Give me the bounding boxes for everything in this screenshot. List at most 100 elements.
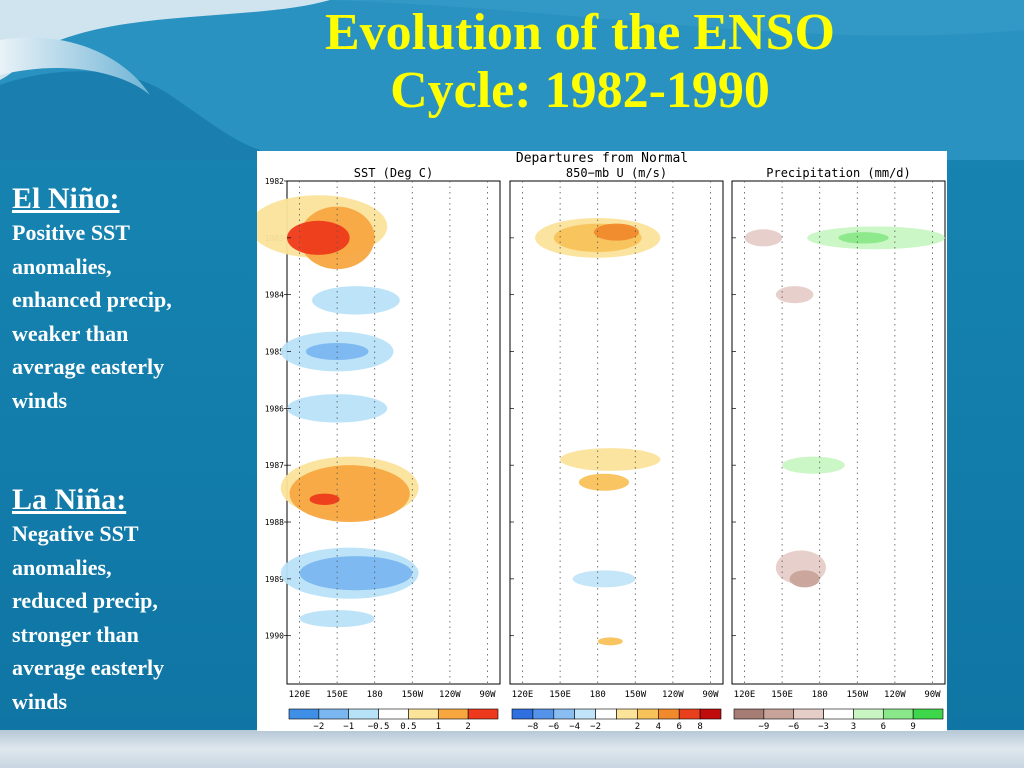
colorbar-swatch <box>678 708 701 720</box>
el-nino-line: winds <box>12 387 68 413</box>
lon-label: 120W <box>662 690 684 700</box>
colorbar-label: −4 <box>569 722 580 731</box>
anomaly-region <box>782 456 845 474</box>
anomaly-region <box>597 637 623 646</box>
colorbar-swatch <box>616 708 638 720</box>
colorbar-label: 3 <box>851 722 856 731</box>
colorbar-swatch <box>912 708 944 720</box>
anomaly-region <box>838 232 889 244</box>
lon-label: 180 <box>812 690 828 700</box>
colorbar-swatch <box>657 708 680 720</box>
el-nino-line: average easterly <box>12 354 165 379</box>
colorbar-swatch <box>318 708 350 720</box>
anomaly-region <box>560 448 661 471</box>
colorbar-swatch <box>574 708 596 720</box>
colorbar-label: 6 <box>676 722 681 731</box>
anomaly-region <box>287 394 388 423</box>
title-line-1: Evolution of the ENSO <box>325 4 835 61</box>
panel-sst: SST (Deg C) 120E 150E 180 150W 120W 90W −2 −1 −0.… <box>257 166 501 731</box>
lon-label: 150E <box>771 690 793 700</box>
colorbar-swatch <box>793 708 824 720</box>
year-label: 1986 <box>265 404 284 413</box>
colorbar-label: −2 <box>590 722 601 731</box>
panel-title: SST (Deg C) <box>354 166 433 180</box>
colorbar-label: −6 <box>788 722 799 731</box>
la-nina-line: anomalies, <box>12 554 112 580</box>
el-nino-line: Positive SST <box>12 220 130 245</box>
colorbar-swatch <box>378 708 409 720</box>
colorbar-swatch <box>882 708 914 720</box>
panel-frame <box>731 180 946 685</box>
panel-frame <box>509 180 724 685</box>
lon-label: 180 <box>367 690 383 700</box>
colorbar-label: 6 <box>881 722 886 731</box>
anomaly-region <box>572 570 636 588</box>
colorbar-swatch <box>553 708 575 720</box>
colorbar-swatch <box>637 708 659 720</box>
year-label: 1988 <box>265 518 284 527</box>
el-nino-line: weaker than <box>12 320 129 346</box>
colorbar-label: 8 <box>697 722 702 731</box>
colorbar-label: 9 <box>910 722 915 731</box>
el-nino-line: enhanced precip, <box>12 287 172 312</box>
slide-title: Evolution of the ENSO Cycle: 1982-1990 <box>250 4 910 120</box>
lon-label: 150W <box>624 690 646 700</box>
lon-label: 150W <box>401 690 423 700</box>
el-nino-line: anomalies, <box>12 253 112 279</box>
colorbar-label: −6 <box>548 722 559 731</box>
anomaly-region <box>578 192 630 227</box>
la-nina-line: Negative SST <box>12 521 139 546</box>
colorbar-label: −3 <box>818 722 829 731</box>
year-label: 1987 <box>265 461 284 470</box>
colorbar-label: 2 <box>635 722 640 731</box>
anomaly-region <box>547 547 661 577</box>
colorbar-label: −0.5 <box>368 722 390 731</box>
colorbar-swatch <box>823 708 854 720</box>
title-line-2: Cycle: 1982-1990 <box>390 62 770 119</box>
enso-hovmoller-figure: Departures from Normal 1982 1 9 8 3 1984 1985 1… <box>257 151 947 731</box>
la-nina-line: average easterly <box>12 655 165 680</box>
la-nina-line: reduced precip, <box>12 588 158 613</box>
lon-label: 120E <box>734 690 756 700</box>
year-label: 1985 <box>265 348 284 357</box>
la-nina-line: stronger than <box>12 621 139 647</box>
colorbar-swatch <box>408 708 439 720</box>
colorbar-swatch <box>532 708 555 720</box>
la-nina-line: winds <box>12 688 68 714</box>
colorbar-swatch <box>467 708 499 720</box>
anomaly-region <box>585 288 661 312</box>
bottom-bar <box>0 730 1024 768</box>
lon-label: 90W <box>702 690 719 700</box>
colorbar-swatch <box>348 708 379 720</box>
year-label: 1984 <box>265 291 284 300</box>
lon-label: 180 <box>590 690 606 700</box>
lon-label: 150W <box>846 690 868 700</box>
anomaly-region <box>289 465 410 523</box>
hovmoller-svg: Departures from Normal 1982 1 9 8 3 1984 1985 1… <box>257 151 946 731</box>
lon-label: 120E <box>289 690 311 700</box>
colorbar-swatch <box>763 708 795 720</box>
anomaly-region <box>309 493 340 505</box>
anomaly-region <box>299 556 413 591</box>
colorbar-label: −2 <box>313 722 324 731</box>
colorbar-swatch <box>595 708 617 720</box>
panel-u850: 850−mb U (m/s) 120E 150E 180 150W 120W 90W −8 −6… <box>509 166 724 731</box>
lon-label: 150E <box>326 690 348 700</box>
panel-title: 850−mb U (m/s) <box>566 166 667 180</box>
colorbar-swatch <box>511 708 534 720</box>
panel-title: Precipitation (mm/d) <box>766 166 911 180</box>
colorbar-swatch <box>437 708 469 720</box>
colorbar-label: −8 <box>527 722 538 731</box>
colorbar-swatch <box>288 708 320 720</box>
decorative-wave <box>0 0 1024 160</box>
lon-label: 120W <box>884 690 906 700</box>
colorbar-label: 0.5 <box>400 722 416 731</box>
lon-label: 150E <box>549 690 571 700</box>
lon-label: 90W <box>924 690 941 700</box>
anomaly-region <box>312 286 400 315</box>
figure-super-title: Departures from Normal <box>516 151 688 166</box>
colorbar-swatch <box>699 708 722 720</box>
anomaly-region <box>299 610 375 628</box>
lon-label: 90W <box>479 690 496 700</box>
